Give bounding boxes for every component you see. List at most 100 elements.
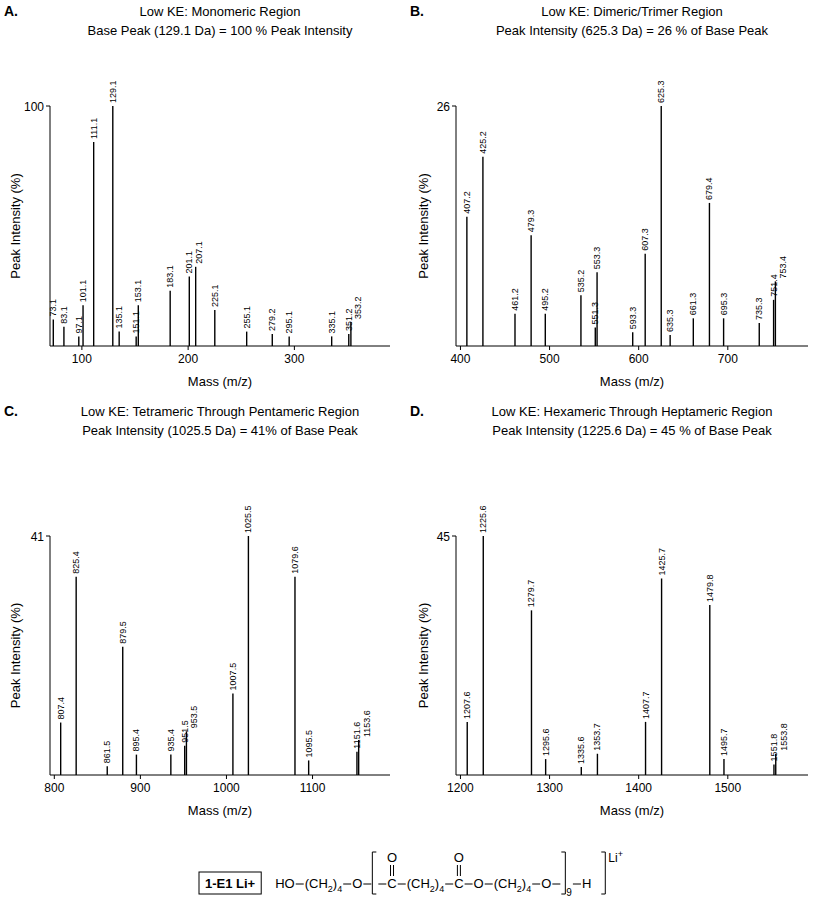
x-tick-label: 100: [72, 352, 92, 366]
peak: [60, 723, 61, 775]
peak-label: 861.5: [102, 741, 112, 764]
peak: [597, 754, 598, 775]
y-axis: [456, 536, 457, 775]
x-tick: [81, 346, 82, 350]
peak: [661, 578, 662, 775]
x-axis-label: Mass (m/z): [188, 374, 252, 389]
peak: [530, 235, 531, 346]
peak: [184, 746, 185, 775]
peak: [709, 203, 710, 346]
peak-label: 1025.5: [243, 505, 253, 533]
peak-label: 183.1: [165, 265, 175, 288]
peak-label: 129.1: [108, 80, 118, 103]
peak-label: 1007.5: [228, 663, 238, 691]
x-axis-label: Mass (m/z): [600, 374, 664, 389]
peak-label: 553.3: [592, 247, 602, 270]
y-tick: [452, 106, 456, 107]
subscript: 4: [337, 884, 342, 894]
peak: [246, 332, 247, 346]
peak: [545, 759, 546, 775]
peak-label: 407.2: [462, 191, 472, 214]
peak: [288, 336, 289, 346]
bond: [573, 884, 581, 885]
peak-label: 1279.7: [526, 580, 536, 608]
peak: [214, 310, 215, 346]
x-tick-label: 500: [540, 352, 560, 366]
peak-label: 1153.6: [362, 710, 372, 737]
peak-label: 1095.5: [304, 730, 314, 758]
peak-label: 551.3: [590, 302, 600, 325]
peak-label: 151.1: [131, 311, 141, 334]
x-tick-label: 900: [130, 781, 150, 795]
x-tick: [638, 346, 639, 350]
peak-label: 825.4: [71, 551, 81, 574]
bracket: [372, 852, 376, 894]
atom: O: [541, 876, 551, 891]
y-tick-label: 41: [31, 530, 45, 544]
y-tick: [46, 106, 50, 107]
peak-label: 479.3: [526, 210, 536, 233]
bond: [343, 884, 351, 885]
double-bond: [393, 865, 394, 876]
double-bond: [457, 865, 458, 876]
peak: [78, 336, 79, 346]
peak-label: 1335.6: [576, 737, 586, 765]
peak-label: 951.5: [180, 720, 190, 743]
plot-area: [467, 106, 776, 346]
peak-label: 1151.6: [352, 722, 362, 749]
peak: [63, 327, 64, 346]
peak: [661, 106, 662, 346]
panel-label: C.: [4, 403, 18, 419]
peak-label: 295.1: [284, 311, 294, 334]
atom: HO: [275, 876, 295, 891]
x-tick: [54, 775, 55, 779]
peak: [645, 722, 646, 775]
peak-label: 807.4: [56, 697, 66, 720]
title: Low KE: Hexameric Through Heptameric Reg…: [492, 404, 773, 419]
peak-label: 1551.8: [769, 734, 779, 762]
peak-label: 353.2: [353, 296, 363, 319]
peak-label: 1407.7: [641, 691, 651, 719]
peak-label: 1479.8: [705, 575, 715, 603]
peak-label: 425.2: [478, 131, 488, 154]
peak: [595, 328, 596, 346]
x-axis-label: Mass (m/z): [600, 803, 664, 818]
bond: [296, 884, 304, 885]
x-tick-label: 1400: [625, 781, 652, 795]
peak-label: 83.1: [59, 306, 69, 324]
x-tick: [727, 775, 728, 779]
peak-label: 1207.6: [462, 691, 472, 719]
x-tick: [226, 775, 227, 779]
panel: B.Low KE: Dimeric/Trimer RegionPeak Inte…: [410, 3, 808, 389]
y-axis: [50, 536, 51, 775]
bond: [378, 884, 386, 885]
peak: [773, 300, 774, 346]
peak-label: 1225.6: [478, 505, 488, 533]
peak: [122, 647, 123, 775]
peak: [331, 336, 332, 346]
x-tick: [460, 775, 461, 779]
peak: [483, 536, 484, 775]
y-axis-label: Peak Intensity (%): [416, 603, 431, 709]
atom: H: [582, 876, 591, 891]
x-tick-label: 1500: [714, 781, 741, 795]
peak: [348, 334, 349, 346]
peak-label: 753.4: [778, 256, 788, 279]
peak: [170, 755, 171, 775]
x-tick: [638, 775, 639, 779]
subtitle: Peak Intensity (625.3 Da) = 26 % of Base…: [496, 23, 769, 38]
atom: C: [454, 876, 463, 891]
x-tick-label: 1200: [447, 781, 474, 795]
structure: 1-E1 Li+HO(CH2)4OCO(CH2)4COO(CH2)4O9HLi+: [199, 849, 623, 898]
x-tick-label: 1300: [536, 781, 563, 795]
y-tick-label: 45: [437, 530, 451, 544]
peak: [93, 142, 94, 346]
peak: [294, 577, 295, 775]
plot-area: [467, 536, 776, 775]
x-tick: [549, 346, 550, 350]
peak: [248, 536, 249, 775]
peak-label: 953.5: [189, 706, 199, 729]
atom: C: [387, 876, 396, 891]
bond: [532, 884, 540, 885]
x-axis: [456, 775, 808, 776]
